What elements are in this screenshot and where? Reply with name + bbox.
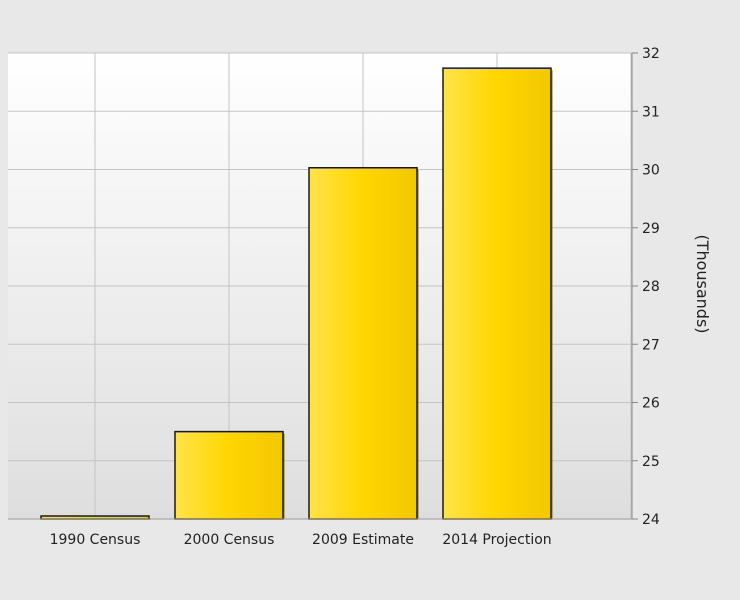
bar-2014-projection xyxy=(442,67,552,520)
y-tick-label: 26 xyxy=(642,396,660,412)
x-category-label: 2014 Projection xyxy=(442,532,551,548)
y-tick-label: 32 xyxy=(642,46,660,62)
y-tick-label: 29 xyxy=(642,221,660,237)
y-tick-label: 24 xyxy=(642,512,660,528)
bar-2000-census xyxy=(174,430,284,520)
y-tick-label: 31 xyxy=(642,104,660,120)
x-category-label: 2009 Estimate xyxy=(312,532,414,548)
y-axis-ticks: 24 25 26 27 28 29 30 31 32 xyxy=(8,46,660,528)
y-axis-title: (Thousands) xyxy=(693,234,712,333)
y-tick-label: 30 xyxy=(642,163,660,179)
x-category-label: 1990 Census xyxy=(50,532,141,548)
bars xyxy=(40,67,553,520)
x-category-label: 2000 Census xyxy=(184,532,275,548)
x-axis-labels: 1990 Census 2000 Census 2009 Estimate 2014 … xyxy=(50,532,552,548)
y-tick-label: 28 xyxy=(642,279,660,295)
y-tick-label: 27 xyxy=(642,337,660,353)
bar-2009-estimate xyxy=(308,167,418,520)
y-tick-label: 25 xyxy=(642,454,660,470)
